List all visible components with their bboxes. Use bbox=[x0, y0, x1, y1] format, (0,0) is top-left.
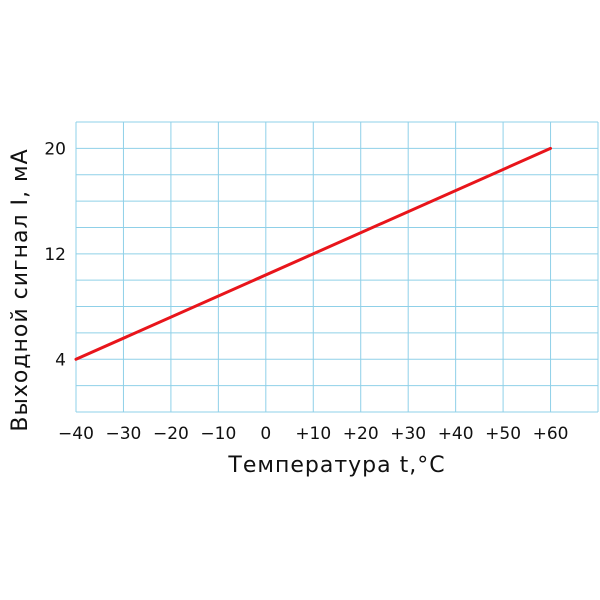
x-tick-label: −30 bbox=[106, 424, 142, 444]
x-tick-label: −10 bbox=[200, 424, 236, 444]
x-tick-label: +60 bbox=[533, 424, 569, 444]
y-tick-label: 20 bbox=[44, 139, 66, 159]
x-tick-label: +10 bbox=[295, 424, 331, 444]
x-tick-labels: −40 −30 −20 −10 0 +10 +20 +30 +40 +50 +60 bbox=[58, 424, 568, 444]
x-tick-label: −40 bbox=[58, 424, 94, 444]
x-tick-label: +20 bbox=[343, 424, 379, 444]
x-tick-label: +50 bbox=[485, 424, 521, 444]
x-tick-label: +40 bbox=[438, 424, 474, 444]
x-tick-label: 0 bbox=[260, 424, 271, 444]
y-tick-label: 4 bbox=[55, 350, 66, 370]
series-layer bbox=[74, 146, 552, 361]
x-tick-label: +30 bbox=[390, 424, 426, 444]
y-tick-label: 12 bbox=[44, 245, 66, 265]
series-line bbox=[74, 146, 552, 361]
x-tick-label: −20 bbox=[153, 424, 189, 444]
grid bbox=[75, 121, 599, 413]
y-tick-labels: 4 12 20 bbox=[44, 139, 66, 370]
x-axis-title: Температура t,°C bbox=[227, 453, 445, 478]
y-axis-title: Выходной сигнал I, мА bbox=[8, 148, 33, 431]
